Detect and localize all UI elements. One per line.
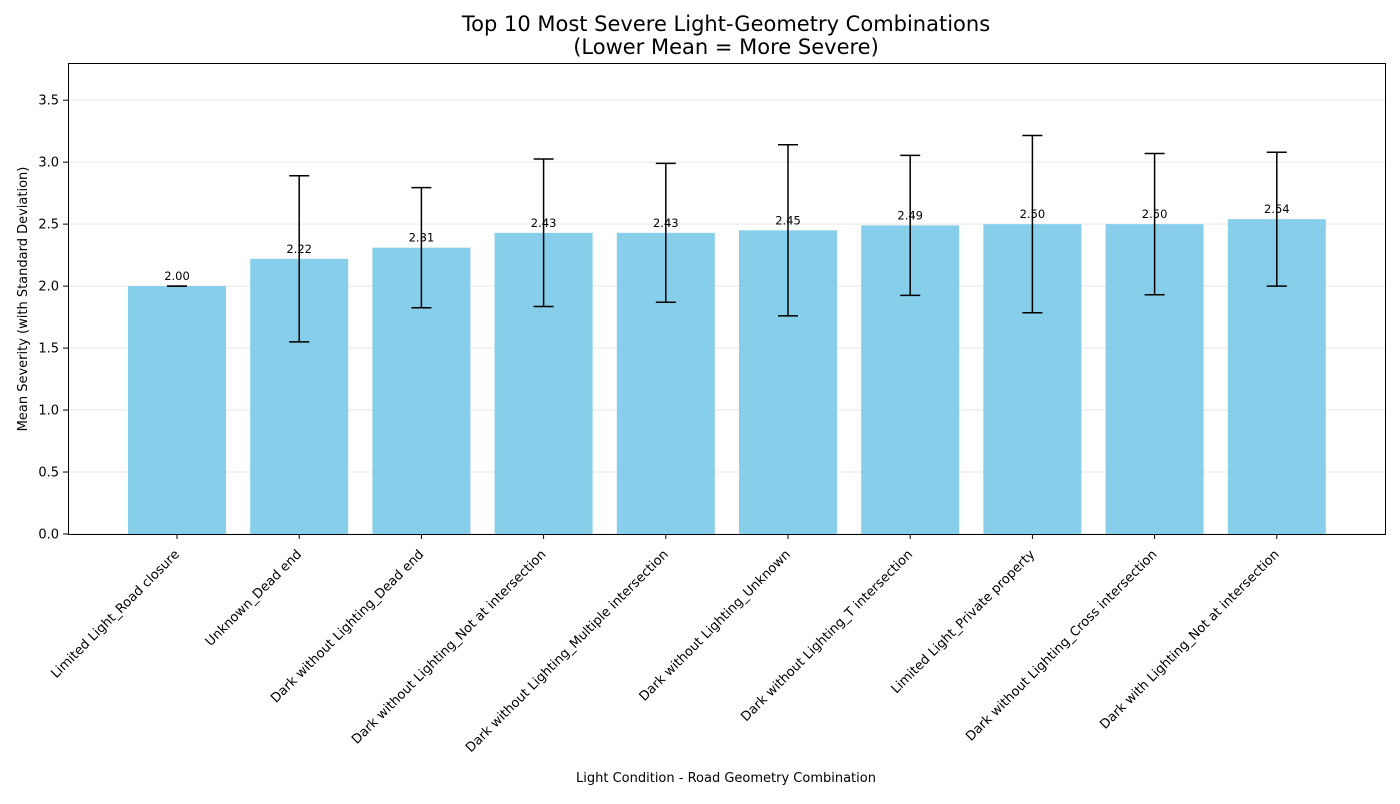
error-bar <box>900 154 921 297</box>
value-label: 2.43 <box>653 216 679 230</box>
value-label: 2.00 <box>164 269 190 283</box>
y-tick-label: 1.0 <box>38 404 59 419</box>
y-axis-label: Mean Severity (with Standard Deviation) <box>16 167 31 432</box>
error-bars <box>167 134 1287 343</box>
x-tick-label: Dark without Lighting_Multiple intersect… <box>463 547 672 756</box>
x-tick-label: Dark without Lighting_Not at intersectio… <box>349 547 549 747</box>
y-tick-label: 2.0 <box>38 280 59 295</box>
error-bar <box>289 175 310 343</box>
x-tick-label: Limited Light_Private property <box>889 547 1039 697</box>
chart-title-line2: (Lower Mean = More Severe) <box>573 35 879 59</box>
error-bar <box>411 186 432 309</box>
y-tick-label: 3.5 <box>38 94 59 109</box>
chart-title-line1: Top 10 Most Severe Light-Geometry Combin… <box>461 12 990 36</box>
value-labels: 2.00 2.22 2.31 2.43 2.43 2.45 2.49 2.50 2.50 2.54 <box>164 202 1289 283</box>
x-tick-label: Unknown_Dead end <box>203 547 305 649</box>
y-tick-label: 1.5 <box>38 342 59 357</box>
error-bar <box>778 144 798 317</box>
y-tick-label: 0.0 <box>38 528 59 543</box>
value-label: 2.49 <box>897 208 923 222</box>
bars <box>128 219 1326 535</box>
value-label: 2.22 <box>286 242 312 256</box>
value-label: 2.31 <box>409 231 435 245</box>
value-label: 2.54 <box>1264 202 1290 216</box>
y-tick-label: 0.5 <box>38 466 59 481</box>
error-bar <box>1144 152 1165 296</box>
error-bar <box>533 158 554 308</box>
value-label: 2.45 <box>775 213 801 227</box>
bar <box>128 286 226 534</box>
value-label: 2.43 <box>531 216 557 230</box>
y-tick-label: 2.5 <box>38 218 59 233</box>
error-bar <box>1022 134 1043 314</box>
error-bar <box>655 162 676 303</box>
x-tick-label: Dark without Lighting_Cross intersection <box>963 547 1160 744</box>
error-bar <box>1266 151 1287 287</box>
value-label: 2.50 <box>1142 207 1168 221</box>
x-axis-ticks: Limited Light_Road closure Unknown_Dead e… <box>48 534 1283 756</box>
x-tick-label: Limited Light_Road closure <box>48 547 182 681</box>
x-tick-label: Dark without Lighting_Unknown <box>637 547 794 704</box>
x-axis-label: Light Condition - Road Geometry Combinat… <box>576 771 876 786</box>
y-axis-ticks: 0.0 0.5 1.0 1.5 2.0 2.5 3.0 3.5 <box>38 94 68 543</box>
plot-frame <box>68 63 1386 535</box>
value-label: 2.50 <box>1020 207 1046 221</box>
y-tick-label: 3.0 <box>38 156 59 171</box>
